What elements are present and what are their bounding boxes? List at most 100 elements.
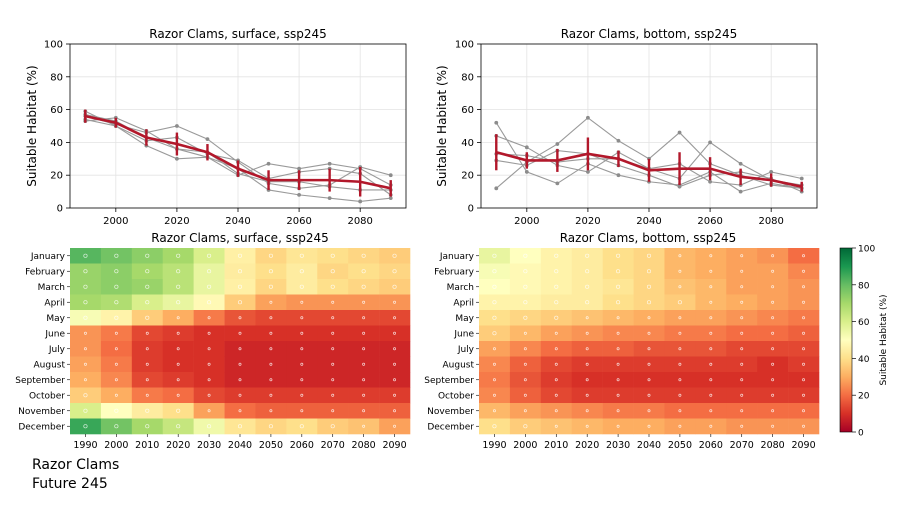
heatmap-cell <box>255 325 287 342</box>
heatmap-cell <box>379 310 411 326</box>
heatmap-cell <box>193 403 225 419</box>
cell-marker <box>237 253 243 258</box>
cell-marker <box>554 253 559 258</box>
heatmap-cell <box>317 372 349 388</box>
heatmap-cell <box>509 325 542 342</box>
heatmap-cell <box>224 248 256 264</box>
cell-marker <box>585 316 589 320</box>
cell-marker <box>393 300 396 304</box>
cell-marker <box>493 378 496 382</box>
row-label: January <box>30 252 66 262</box>
row-label: September <box>15 376 65 386</box>
x-tick-label: 2080 <box>758 216 783 227</box>
ensemble-point <box>677 130 682 135</box>
heatmap-cell <box>695 325 727 342</box>
cell-marker <box>616 393 620 397</box>
cell-marker <box>523 378 527 382</box>
heatmap-cell <box>757 356 789 373</box>
cell-marker <box>300 362 304 366</box>
heatmap-cell <box>602 341 634 357</box>
heatmap-cell <box>633 310 665 326</box>
cell-marker <box>393 331 396 335</box>
colorbar-tick-label: 20 <box>858 392 870 402</box>
heatmap-cell <box>224 279 256 295</box>
heatmap-cell <box>509 294 542 311</box>
cell-marker <box>145 408 150 413</box>
cell-marker <box>677 300 682 305</box>
colorbar-label: Suitable Habitat (%) <box>879 294 889 385</box>
heatmap-cell <box>286 248 318 264</box>
heatmap-cell <box>509 263 542 280</box>
heatmap-cell <box>726 263 758 280</box>
heatmap-cell <box>317 356 349 373</box>
heatmap-cell <box>348 403 380 419</box>
cell-marker <box>678 424 682 428</box>
heatmap-cell <box>509 387 542 404</box>
col-label: 2090 <box>791 440 815 451</box>
col-label: 2000 <box>104 440 128 451</box>
heatmap-cell <box>479 263 511 280</box>
heatmap-cell <box>479 294 511 311</box>
cell-marker <box>740 316 744 320</box>
heatmap-cell <box>193 418 225 435</box>
cell-marker <box>114 315 119 320</box>
heatmap-cell <box>131 356 164 373</box>
cell-marker <box>393 409 396 413</box>
heatmap-cell <box>757 310 789 326</box>
cell-marker <box>300 316 304 320</box>
heatmap-cell <box>788 403 820 419</box>
cell-marker <box>554 300 559 305</box>
heatmap-cell <box>379 341 411 357</box>
heatmap-cell <box>286 341 318 357</box>
heatmap-cell <box>131 263 164 280</box>
cell-marker <box>493 362 496 366</box>
cell-marker <box>740 347 744 351</box>
heatmap-surface: Razor Clams, surface, ssp245 January Febr… <box>15 231 411 451</box>
cell-marker <box>331 378 335 382</box>
heatmap-cell <box>317 279 349 295</box>
cell-marker <box>362 300 366 304</box>
heatmap-cell <box>726 279 758 295</box>
cell-marker <box>492 269 497 274</box>
row-label: July <box>48 345 66 355</box>
row-label: July <box>457 345 475 355</box>
cell-marker <box>362 316 366 320</box>
x-tick-label: 2060 <box>697 216 722 227</box>
row-label: September <box>424 376 474 386</box>
cell-marker <box>492 424 497 429</box>
cell-marker <box>114 347 118 351</box>
cell-marker <box>330 269 335 274</box>
cell-marker <box>647 378 651 382</box>
cell-marker <box>207 284 212 289</box>
heatmap-cell <box>602 294 634 311</box>
cell-marker <box>269 316 273 320</box>
ensemble-point <box>586 170 590 174</box>
col-label: 2030 <box>606 440 630 451</box>
cell-marker <box>176 269 181 274</box>
cell-marker <box>176 253 181 258</box>
cell-marker <box>740 378 744 382</box>
x-tick-label: 2000 <box>514 216 539 227</box>
cell-marker <box>616 424 620 428</box>
cell-marker <box>362 378 366 382</box>
cell-marker <box>585 284 590 289</box>
heatmap-cell <box>726 387 758 404</box>
heatmap-cell <box>348 325 380 342</box>
cell-marker <box>362 393 366 397</box>
cell-marker <box>300 393 304 397</box>
cell-marker <box>269 331 273 335</box>
y-tick-label: 60 <box>50 105 63 116</box>
ensemble-point <box>677 184 682 189</box>
heatmap-cell <box>317 248 349 264</box>
cell-marker <box>740 269 744 273</box>
cell-marker <box>554 331 558 335</box>
cell-marker <box>83 315 88 320</box>
cell-marker <box>207 409 211 413</box>
cell-marker <box>361 253 366 258</box>
cell-marker <box>392 253 397 258</box>
cell-marker <box>114 253 119 258</box>
cell-marker <box>207 378 211 382</box>
heatmap-cell <box>633 403 665 419</box>
heatmap-cell <box>100 403 133 419</box>
heatmap-cell <box>317 341 349 357</box>
